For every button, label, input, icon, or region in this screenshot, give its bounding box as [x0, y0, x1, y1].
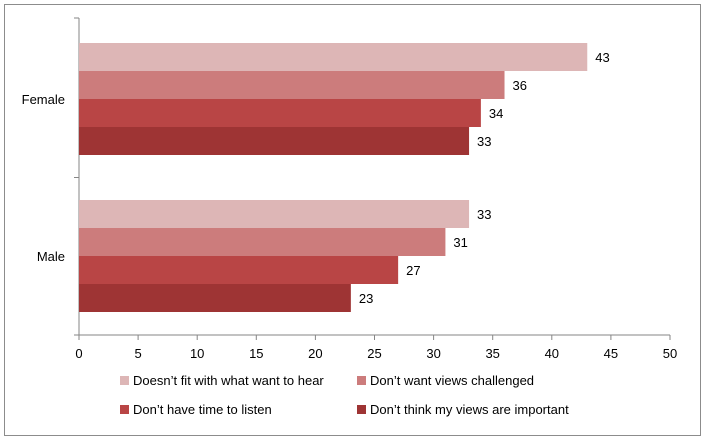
legend-entry-3: Don’t have time to listen: [133, 402, 272, 417]
legend-entry-1: Doesn’t fit with what want to hear: [133, 373, 324, 388]
bar-male-series-4: [79, 284, 351, 312]
legend-entry-4: Don’t think my views are important: [370, 402, 569, 417]
x-tick-label: 30: [426, 346, 440, 361]
x-tick-label: 10: [190, 346, 204, 361]
data-label: 27: [406, 263, 420, 278]
x-tick-label: 45: [604, 346, 618, 361]
data-label: 33: [477, 207, 491, 222]
data-label: 36: [513, 78, 527, 93]
x-tick-label: 5: [134, 346, 141, 361]
legend-swatch: [120, 376, 129, 385]
data-label: 31: [453, 235, 467, 250]
category-label-female: Female: [22, 92, 65, 107]
data-label: 43: [595, 50, 609, 65]
x-tick-label: 0: [75, 346, 82, 361]
data-label: 33: [477, 134, 491, 149]
legend-swatch: [357, 376, 366, 385]
bar-male-series-3: [79, 256, 399, 284]
x-tick-label: 25: [367, 346, 381, 361]
bar-male-series-2: [79, 228, 446, 256]
x-tick-label: 40: [545, 346, 559, 361]
bar-female-series-2: [79, 71, 505, 99]
bar-male-series-1: [79, 200, 470, 228]
bar-female-series-4: [79, 127, 470, 155]
legend-entry-2: Don’t want views challenged: [370, 373, 534, 388]
data-label: 34: [489, 106, 503, 121]
data-label: 23: [359, 291, 373, 306]
category-label-male: Male: [37, 249, 65, 264]
x-tick-label: 50: [663, 346, 677, 361]
x-tick-label: 35: [485, 346, 499, 361]
legend-swatch: [357, 405, 366, 414]
x-tick-label: 20: [308, 346, 322, 361]
x-tick-label: 15: [249, 346, 263, 361]
bar-female-series-1: [79, 43, 588, 71]
legend-swatch: [120, 405, 129, 414]
bar-female-series-3: [79, 99, 481, 127]
